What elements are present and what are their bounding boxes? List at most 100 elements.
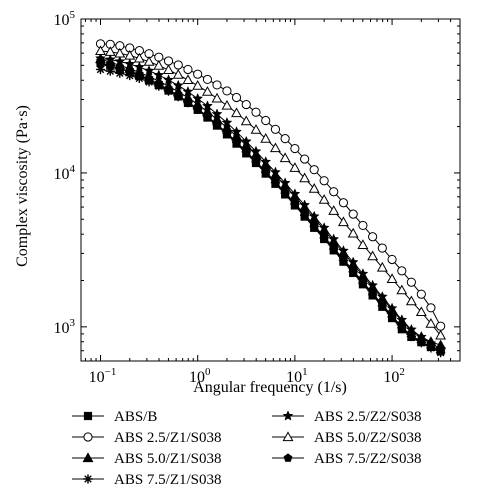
data-point bbox=[436, 321, 446, 331]
data-point bbox=[222, 128, 232, 137]
data-point bbox=[125, 70, 135, 81]
data-point bbox=[261, 166, 271, 176]
data-point bbox=[436, 346, 446, 356]
data-point bbox=[240, 115, 252, 126]
data-point bbox=[309, 165, 319, 175]
data-point bbox=[348, 209, 358, 219]
data-point bbox=[164, 84, 173, 94]
data-point bbox=[300, 209, 310, 218]
data-point bbox=[357, 268, 369, 279]
data-point bbox=[173, 60, 183, 70]
data-point bbox=[143, 65, 155, 76]
data-point bbox=[172, 79, 184, 91]
data-point bbox=[193, 104, 203, 113]
data-point bbox=[309, 220, 319, 230]
data-point bbox=[154, 79, 164, 89]
data-point bbox=[114, 55, 126, 67]
data-point bbox=[386, 302, 398, 313]
data-point bbox=[367, 279, 379, 291]
data-point bbox=[347, 256, 359, 267]
data-point bbox=[280, 134, 290, 144]
data-point bbox=[201, 100, 213, 111]
data-point bbox=[163, 64, 174, 75]
data-point bbox=[201, 86, 213, 96]
data-point bbox=[241, 99, 251, 110]
data-point bbox=[289, 162, 301, 172]
data-point bbox=[95, 64, 106, 75]
legend-label: ABS 5.0/Z1/S038 bbox=[114, 451, 222, 467]
x-tick-label: 101 bbox=[286, 366, 308, 386]
legend-label: ABS 2.5/Z2/S038 bbox=[314, 409, 422, 425]
plot-area bbox=[80, 18, 461, 362]
data-point bbox=[260, 156, 272, 167]
data-point bbox=[212, 80, 222, 90]
data-point bbox=[290, 198, 300, 207]
data-point bbox=[232, 137, 242, 146]
legend-marker bbox=[83, 411, 93, 421]
legend-label: ABS 7.5/Z2/S038 bbox=[314, 451, 422, 467]
series-2 bbox=[95, 39, 446, 331]
legend-item: ABS/B bbox=[72, 409, 157, 425]
data-point bbox=[406, 277, 416, 287]
series-line bbox=[100, 43, 442, 327]
data-point bbox=[231, 126, 242, 137]
data-point bbox=[211, 92, 223, 103]
data-point bbox=[241, 146, 251, 156]
legend-label: ABS 7.5/Z1/S038 bbox=[114, 472, 222, 488]
data-point bbox=[251, 156, 261, 166]
data-point bbox=[105, 66, 115, 76]
data-point bbox=[153, 59, 165, 70]
legend-item: ABS 7.5/Z1/S038 bbox=[72, 472, 222, 488]
series-line bbox=[100, 58, 441, 346]
data-point bbox=[329, 187, 339, 197]
data-point bbox=[269, 166, 281, 177]
legend-marker bbox=[282, 410, 294, 421]
data-point bbox=[133, 61, 145, 72]
data-point bbox=[377, 299, 387, 309]
x-axis-label: Angular frequency (1/s) bbox=[193, 379, 347, 396]
series-line bbox=[100, 57, 441, 350]
data-point bbox=[387, 254, 397, 265]
tick-layer: 10−1 100 101 102 103 104 105 bbox=[54, 9, 461, 386]
x-tick-label: 10−1 bbox=[89, 366, 117, 386]
data-point bbox=[115, 68, 125, 78]
data-point bbox=[347, 227, 359, 238]
data-point bbox=[367, 250, 379, 261]
data-point bbox=[406, 330, 416, 340]
data-point bbox=[386, 273, 398, 283]
data-point bbox=[358, 220, 368, 231]
legend-marker bbox=[83, 432, 93, 442]
data-point bbox=[338, 254, 348, 264]
data-point bbox=[415, 306, 427, 317]
data-point bbox=[405, 295, 417, 306]
data-point bbox=[183, 64, 193, 75]
y-tick-label: 103 bbox=[54, 317, 76, 337]
data-point bbox=[348, 265, 358, 275]
data-point bbox=[114, 47, 126, 58]
data-point bbox=[299, 172, 311, 183]
data-point bbox=[338, 198, 349, 208]
data-point bbox=[193, 69, 203, 79]
data-point bbox=[308, 183, 320, 193]
data-point bbox=[328, 233, 340, 244]
data-point bbox=[211, 108, 223, 119]
data-point bbox=[328, 205, 340, 215]
data-point bbox=[202, 74, 213, 85]
data-point bbox=[105, 61, 115, 70]
data-point bbox=[290, 143, 300, 154]
data-point bbox=[153, 69, 165, 80]
data-point bbox=[280, 187, 290, 197]
series-5 bbox=[95, 52, 447, 354]
series-7 bbox=[96, 59, 446, 356]
data-point bbox=[250, 124, 262, 134]
data-point bbox=[125, 66, 135, 76]
legend-item: ABS 5.0/Z2/S038 bbox=[272, 430, 422, 446]
y-tick-label: 104 bbox=[54, 163, 76, 183]
data-point bbox=[260, 133, 272, 143]
data-point bbox=[231, 92, 242, 103]
y-tick-label: 105 bbox=[54, 9, 76, 29]
data-point bbox=[368, 232, 378, 242]
data-point bbox=[416, 337, 426, 346]
data-point bbox=[192, 80, 204, 90]
